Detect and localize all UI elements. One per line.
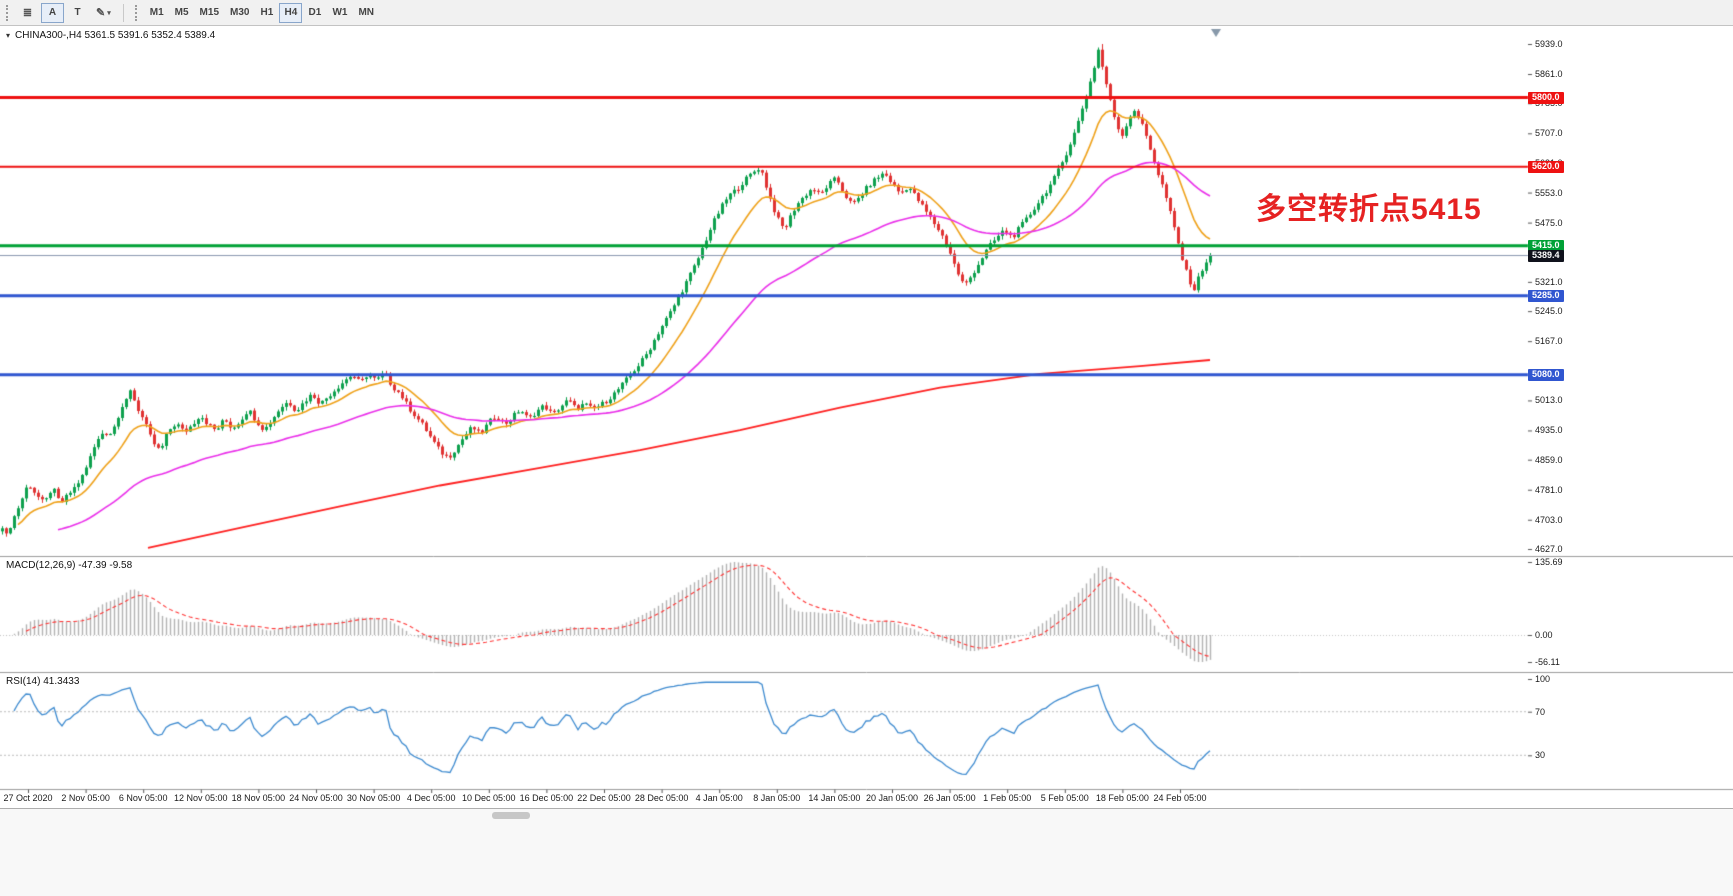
time-axis-label: 24 Feb 05:00 [1153,793,1207,803]
price-axis-label: 5707.0 [1535,128,1563,139]
time-axis-label: 20 Jan 05:00 [865,793,919,803]
price-axis-label: 4703.0 [1535,514,1563,525]
current-price-label[interactable]: 5389.4 [1528,249,1564,262]
price-axis-label: 5013.0 [1535,395,1563,406]
time-axis-label: 28 Dec 05:00 [634,793,689,803]
time-axis-label: 10 Dec 05:00 [462,793,516,803]
time-axis-label: 2 Nov 05:00 [61,793,110,803]
level-price-label[interactable]: 5415.0 [1528,239,1564,252]
time-axis-label: 14 Jan 05:00 [808,793,861,803]
level-price-label[interactable]: 5800.0 [1528,91,1564,104]
timeframe-button-w1[interactable]: W1 [327,3,352,23]
time-axis-label: 30 Nov 05:00 [346,793,401,803]
macd-axis-label: 0.00 [1535,630,1553,640]
time-axis-label: 26 Jan 05:00 [923,793,976,803]
level-price-label[interactable]: 5080.0 [1528,368,1564,381]
toolbar: ≣ A T ✎ ▾ M1 M5 M15 M30 H1 H4 D1 W1 MN [0,0,1733,26]
price-axis-label: 5321.0 [1535,276,1563,287]
rsi-axis-label: 30 [1535,750,1546,761]
time-axis-label: 12 Nov 05:00 [174,793,228,803]
price-axis-label: 5553.0 [1535,187,1563,198]
text-tool-button[interactable]: T [66,3,89,23]
symbol-ohlc-label: CHINA300-,H4 5361.5 5391.6 5352.4 5389.4 [15,30,216,41]
macd-axis-label: 135.69 [1535,557,1563,567]
time-axis-label: 1 Feb 05:00 [983,793,1032,803]
chevron-down-icon: ▾ [107,9,111,17]
indicators-list-button[interactable]: ≣ [16,3,39,23]
timeframe-button-m1[interactable]: M1 [145,3,169,23]
rsi-axis-label: 70 [1535,706,1546,717]
time-axis-label: 6 Nov 05:00 [118,793,168,803]
horizontal-scrollbar-thumb[interactable] [492,812,530,819]
toolbar-separator [122,3,124,22]
price-axis-label: 4781.0 [1535,484,1563,495]
collapse-triangle-icon[interactable]: ▾ [6,31,11,40]
level-price-label[interactable]: 5285.0 [1528,289,1564,302]
price-axis-label: 5475.0 [1535,217,1563,228]
price-axis-label: 5167.0 [1535,336,1563,347]
level-price-label[interactable]: 5620.0 [1528,160,1564,173]
pencil-icon: ✎ [96,7,106,19]
time-axis-label: 4 Dec 05:00 [406,793,456,803]
macd-label: MACD(12,26,9) -47.39 -9.58 [6,560,133,571]
timeframe-button-mn[interactable]: MN [353,3,379,23]
timeframe-button-m30[interactable]: M30 [225,3,254,23]
timeframe-button-d1[interactable]: D1 [303,3,326,23]
time-axis-label: 24 Nov 05:00 [289,793,343,803]
chart-header: ▾ CHINA300-,H4 5361.5 5391.6 5352.4 5389… [6,30,215,41]
toolbar-grip[interactable] [134,4,139,21]
timeframe-button-h1[interactable]: H1 [255,3,278,23]
rsi-axis-label: 100 [1535,674,1551,684]
timeframe-button-m5[interactable]: M5 [170,3,194,23]
time-axis-label: 18 Feb 05:00 [1095,793,1149,803]
time-axis-label: 27 Oct 2020 [3,793,53,803]
macd-axis-label: -56.11 [1535,657,1560,667]
bottom-strip [0,808,1733,896]
time-axis-label: 22 Dec 05:00 [577,793,631,803]
toolbar-grip[interactable] [6,4,10,21]
rsi-label: RSI(14) 41.3433 [6,676,80,687]
price-axis-label: 5245.0 [1535,306,1563,317]
time-axis-label: 18 Nov 05:00 [231,793,286,803]
annotation-text[interactable]: 多空转折点5415 [1256,193,1482,226]
price-axis-label: 5939.0 [1535,39,1563,49]
cursor-tool-button[interactable]: A [41,2,64,23]
price-axis-label: 4859.0 [1535,454,1563,465]
price-axis-label: 4627.0 [1535,544,1563,554]
price-axis-label: 5861.0 [1535,69,1563,80]
timeframe-button-h4[interactable]: H4 [279,2,303,23]
time-axis-label: 4 Jan 05:00 [695,793,743,803]
list-icon: ≣ [22,7,33,19]
draw-tools-button[interactable]: ✎ ▾ [91,3,116,23]
time-axis-label: 5 Feb 05:00 [1040,793,1089,803]
time-axis-label: 8 Jan 05:00 [753,793,801,803]
time-axis-label: 16 Dec 05:00 [519,793,574,803]
timeframe-button-m15[interactable]: M15 [195,3,224,23]
timeframe-group: M1 M5 M15 M30 H1 H4 D1 W1 MN [145,2,379,23]
price-axis-label: 4935.0 [1535,425,1563,436]
